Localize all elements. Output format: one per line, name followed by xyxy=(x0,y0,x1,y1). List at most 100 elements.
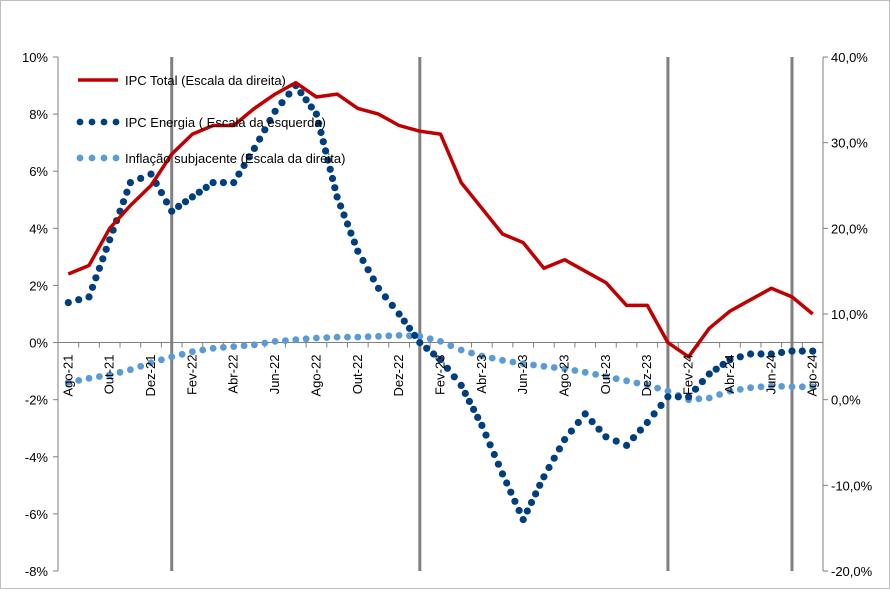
dot-segment xyxy=(509,358,517,366)
data-point xyxy=(230,343,238,350)
left-tick-label: -4% xyxy=(25,450,49,465)
legend-swatch-dot xyxy=(76,154,84,162)
dot-segment xyxy=(119,198,128,206)
x-tick-label: Abr-24 xyxy=(722,355,737,394)
left-tick-label: 2% xyxy=(29,278,48,293)
dot-segment xyxy=(307,103,315,111)
data-point xyxy=(726,356,734,364)
dot-segment xyxy=(285,90,293,98)
vertical-gridlines xyxy=(170,57,794,571)
data-point xyxy=(705,370,713,378)
dot-segment xyxy=(317,128,325,137)
data-point xyxy=(788,383,796,391)
data-point xyxy=(540,473,548,481)
dot-segment xyxy=(778,383,785,390)
data-point xyxy=(685,393,693,401)
dot-segment xyxy=(550,454,558,462)
x-tick-label: Out-23 xyxy=(598,355,613,395)
dot-segment xyxy=(507,488,515,496)
left-tick-label: -8% xyxy=(25,564,49,579)
dot-segment xyxy=(555,445,564,453)
dot-segment xyxy=(633,379,641,387)
dot-segment xyxy=(324,156,332,164)
data-point xyxy=(643,418,651,427)
data-point xyxy=(374,284,383,292)
dot-segment xyxy=(340,211,348,219)
dot-segment xyxy=(798,347,806,355)
left-tick-label: 10% xyxy=(22,50,48,65)
data-point xyxy=(375,332,382,340)
dot-segment xyxy=(612,437,620,445)
data-point xyxy=(767,350,775,358)
dot-segment xyxy=(315,119,323,127)
dot-segment xyxy=(592,371,599,378)
dot-segment xyxy=(430,350,438,358)
data-point xyxy=(478,352,486,360)
dot-segment xyxy=(629,434,638,442)
dot-segment xyxy=(423,344,431,352)
dot-segment xyxy=(220,344,227,351)
dot-segment xyxy=(175,202,183,210)
dot-segment xyxy=(545,463,553,472)
dot-segment xyxy=(465,397,473,405)
data-point xyxy=(395,310,403,318)
data-point xyxy=(147,170,155,178)
dot-segment xyxy=(511,497,519,505)
dot-segment xyxy=(219,179,227,187)
dot-segment xyxy=(388,301,396,309)
left-tick-label: 4% xyxy=(29,221,48,236)
dot-segment xyxy=(88,283,97,291)
data-point xyxy=(561,436,569,444)
dot-segment xyxy=(405,324,414,332)
dot-segment xyxy=(181,198,190,206)
data-point xyxy=(643,381,651,389)
data-point xyxy=(499,356,506,364)
dot-segment xyxy=(157,189,165,197)
dot-segment xyxy=(468,349,475,357)
data-point xyxy=(209,179,217,187)
dot-segment xyxy=(426,335,434,343)
dot-segment xyxy=(364,266,372,274)
dot-segment xyxy=(494,460,502,468)
dot-segment xyxy=(588,418,596,426)
data-point xyxy=(809,347,817,355)
dot-segment xyxy=(302,335,310,343)
dot-segment xyxy=(245,153,253,161)
data-point xyxy=(312,110,320,118)
left-tick-label: 0% xyxy=(29,336,48,351)
data-point xyxy=(726,387,734,395)
dot-segment xyxy=(523,507,531,515)
legend-item: IPC Total (Escala da direita) xyxy=(78,73,286,88)
dot-segment xyxy=(137,174,145,182)
data-point xyxy=(623,441,631,449)
data-point xyxy=(478,421,486,429)
dot-segment xyxy=(350,238,358,246)
dot-segment xyxy=(178,350,186,358)
x-tick-label: Fev-23 xyxy=(433,355,448,395)
data-point xyxy=(250,144,258,152)
axes-layer: -8% -6% -4% -2% 0% 2% 4% 6% 8% 10% -20,0% -10,0% 0,0… xyxy=(22,50,873,579)
x-tick-label: Dez-22 xyxy=(391,355,406,397)
data-point xyxy=(313,334,320,342)
dot-segment xyxy=(636,426,645,434)
legend-label: IPC Energia ( Escala da esquerda) xyxy=(125,115,326,130)
data-point xyxy=(354,247,362,255)
dot-segment xyxy=(712,365,720,373)
dot-segment xyxy=(536,481,544,489)
right-tick-label: 20,0% xyxy=(831,221,868,236)
dot-segment xyxy=(116,368,124,376)
dot-segment xyxy=(369,275,377,283)
legend-swatch-dot xyxy=(76,118,84,126)
data-point xyxy=(416,339,424,347)
legend-label: Inflação subjacente (Escala da direita) xyxy=(125,151,345,166)
dot-segment xyxy=(202,183,210,191)
data-point xyxy=(788,347,796,355)
dot-segment xyxy=(654,384,661,392)
dot-segment xyxy=(322,147,330,155)
dot-segment xyxy=(75,377,83,384)
dot-segment xyxy=(158,356,165,364)
legend: IPC Total (Escala da direita) IPC Energia… xyxy=(76,73,345,166)
series-layer xyxy=(64,80,817,524)
dot-segment xyxy=(400,317,408,325)
dot-segment xyxy=(278,99,286,107)
